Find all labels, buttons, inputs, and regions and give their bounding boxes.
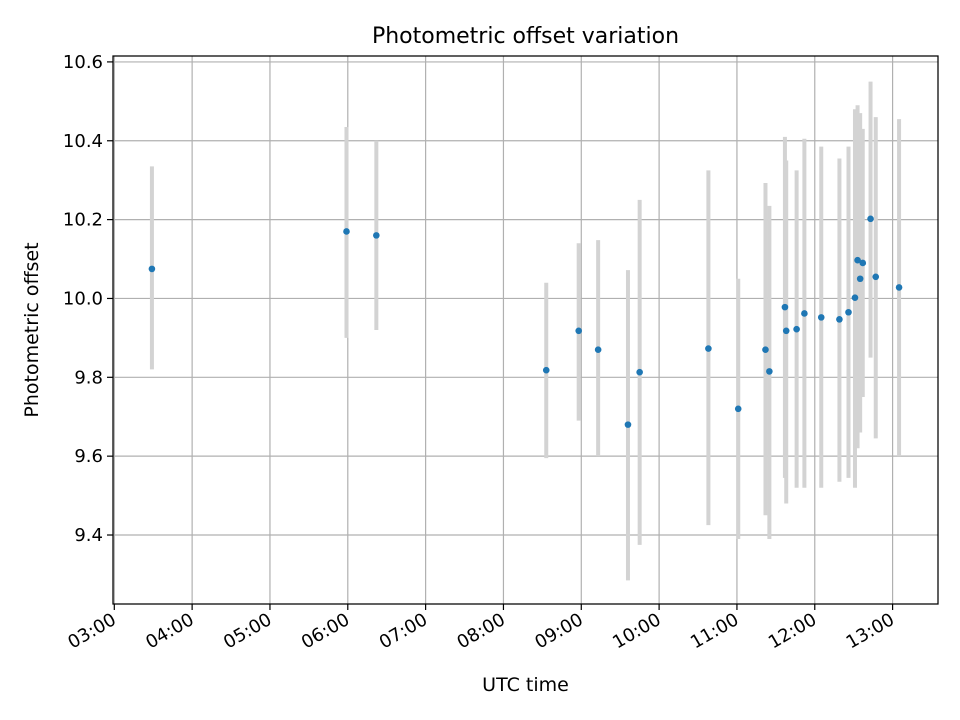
- y-tick-label: 9.8: [74, 367, 103, 388]
- grid: [113, 56, 938, 604]
- x-tick-label: 05:00: [220, 609, 275, 653]
- data-point: [636, 368, 643, 376]
- data-point: [594, 346, 602, 354]
- data-point: [854, 256, 861, 264]
- data-point: [766, 368, 773, 375]
- x-tick-label: 04:00: [142, 609, 197, 653]
- y-tick-label: 9.6: [74, 446, 103, 467]
- data-point: [781, 303, 789, 311]
- data-point: [373, 232, 380, 239]
- data-point: [782, 327, 790, 335]
- chart-title: Photometric offset variation: [372, 24, 679, 49]
- data-point: [867, 215, 874, 223]
- data-point: [859, 259, 867, 267]
- x-tick-label: 13:00: [843, 609, 898, 653]
- data-point: [872, 273, 880, 281]
- data-point: [856, 275, 864, 283]
- x-tick-label: 12:00: [765, 609, 820, 653]
- y-tick-label: 10.4: [63, 131, 103, 152]
- y-tick-label: 10.0: [63, 288, 103, 309]
- x-tick-label: 11:00: [687, 609, 742, 653]
- data-point: [624, 421, 632, 428]
- x-tick-label: 03:00: [64, 609, 119, 653]
- x-tick-label: 10:00: [609, 609, 664, 653]
- data-point: [734, 405, 742, 413]
- axis-ticks: 03:00 04:00 05:00 06:00 07:00 08:00 09:00 10:00…: [63, 52, 898, 653]
- data-point: [705, 345, 712, 352]
- x-tick-label: 08:00: [454, 609, 509, 653]
- x-tick-label: 09:00: [531, 609, 586, 653]
- data-point: [851, 294, 859, 301]
- data-point: [148, 265, 156, 273]
- data-point: [817, 314, 825, 321]
- data-point: [575, 327, 582, 335]
- y-tick-label: 10.2: [63, 210, 103, 231]
- data-point: [762, 346, 769, 354]
- y-axis-label: Photometric offset: [21, 242, 43, 417]
- data-point: [845, 308, 852, 316]
- data-point: [793, 325, 800, 333]
- x-tick-label: 06:00: [298, 609, 353, 653]
- data-point: [343, 228, 350, 235]
- y-tick-label: 10.6: [63, 52, 103, 73]
- data-point: [801, 310, 808, 317]
- data-point: [836, 316, 843, 323]
- x-tick-label: 07:00: [376, 609, 431, 653]
- data-point: [542, 366, 550, 374]
- plot-frame: [112, 55, 939, 605]
- data-point: [895, 284, 903, 291]
- data-markers: [148, 215, 903, 428]
- x-axis-label: UTC time: [482, 674, 569, 696]
- y-tick-label: 9.4: [74, 525, 103, 546]
